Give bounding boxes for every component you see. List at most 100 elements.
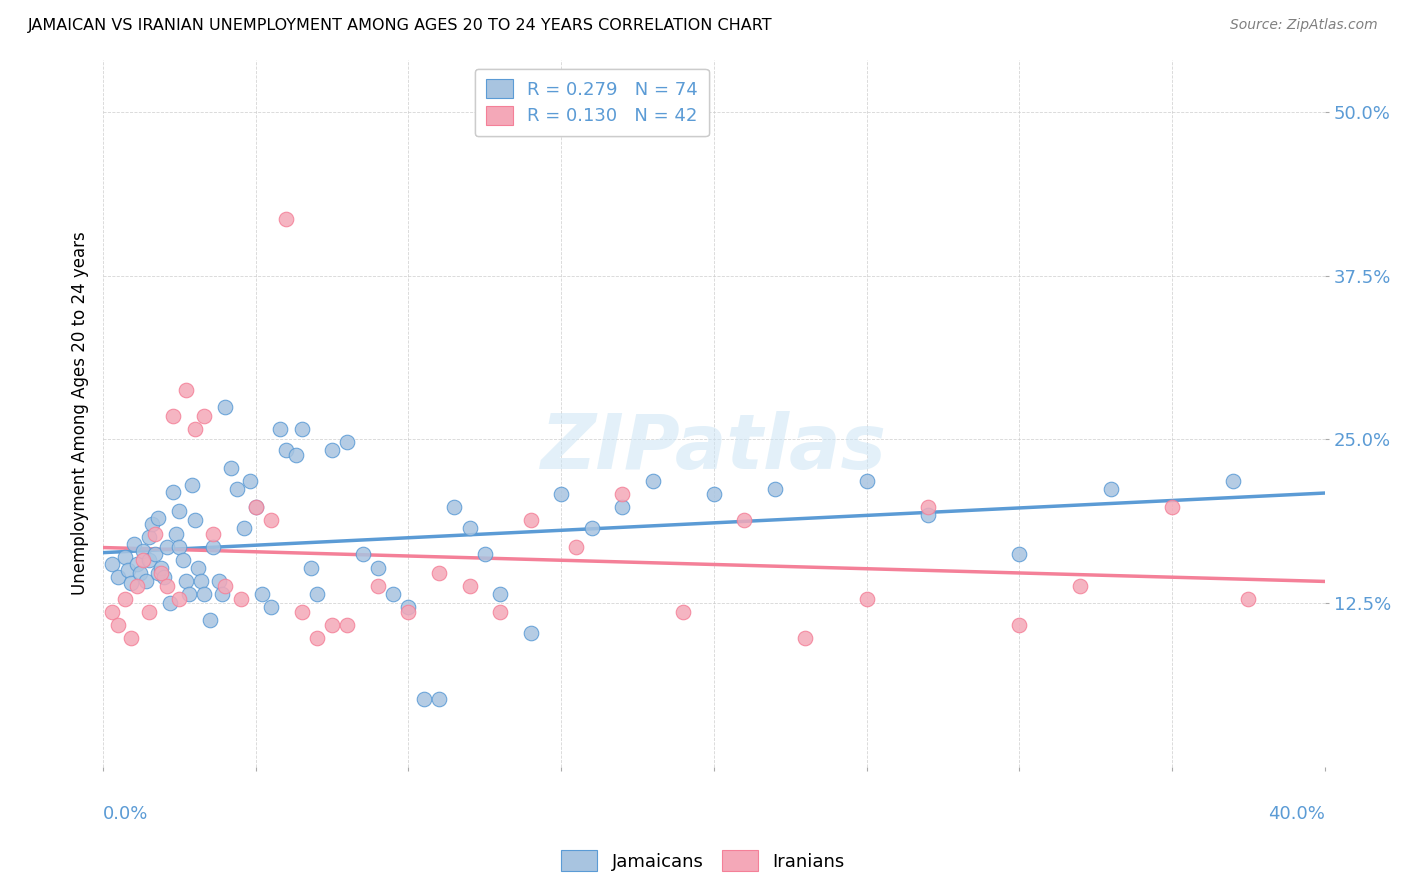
Point: [489, 587, 512, 601]
Point: [245, 500, 267, 515]
Point: [208, 574, 231, 588]
Point: [214, 400, 236, 414]
Point: [107, 618, 129, 632]
Point: [114, 550, 136, 565]
Point: [352, 548, 374, 562]
Point: [367, 560, 389, 574]
Point: [211, 587, 233, 601]
Y-axis label: Unemployment Among Ages 20 to 24 years: Unemployment Among Ages 20 to 24 years: [72, 231, 89, 595]
Point: [305, 632, 328, 646]
Point: [565, 540, 588, 554]
Point: [187, 560, 209, 574]
Point: [125, 557, 148, 571]
Point: [156, 579, 179, 593]
Point: [135, 574, 157, 588]
Point: [162, 409, 184, 423]
Point: [291, 422, 314, 436]
Text: JAMAICAN VS IRANIAN UNEMPLOYMENT AMONG AGES 20 TO 24 YEARS CORRELATION CHART: JAMAICAN VS IRANIAN UNEMPLOYMENT AMONG A…: [28, 18, 773, 33]
Point: [321, 618, 343, 632]
Legend: R = 0.279   N = 74, R = 0.130   N = 42: R = 0.279 N = 74, R = 0.130 N = 42: [475, 69, 709, 136]
Point: [917, 508, 939, 523]
Point: [125, 579, 148, 593]
Point: [427, 691, 450, 706]
Point: [276, 442, 298, 457]
Point: [260, 513, 283, 527]
Point: [165, 526, 187, 541]
Point: [239, 474, 262, 488]
Point: [1008, 548, 1031, 562]
Point: [198, 613, 221, 627]
Point: [132, 543, 155, 558]
Point: [107, 570, 129, 584]
Point: [260, 599, 283, 614]
Point: [169, 504, 191, 518]
Point: [703, 487, 725, 501]
Point: [146, 511, 169, 525]
Point: [1161, 500, 1184, 515]
Point: [321, 442, 343, 457]
Point: [117, 563, 139, 577]
Point: [367, 579, 389, 593]
Point: [519, 513, 541, 527]
Point: [193, 587, 215, 601]
Point: [1099, 482, 1122, 496]
Legend: Jamaicans, Iranians: Jamaicans, Iranians: [554, 843, 852, 879]
Point: [174, 383, 197, 397]
Point: [398, 605, 420, 619]
Point: [184, 422, 207, 436]
Point: [202, 540, 225, 554]
Point: [336, 434, 359, 449]
Point: [641, 474, 664, 488]
Point: [1008, 618, 1031, 632]
Point: [474, 548, 496, 562]
Point: [336, 618, 359, 632]
Point: [190, 574, 212, 588]
Point: [184, 513, 207, 527]
Point: [917, 500, 939, 515]
Point: [193, 409, 215, 423]
Point: [101, 557, 124, 571]
Point: [305, 587, 328, 601]
Point: [174, 574, 197, 588]
Point: [138, 531, 160, 545]
Point: [299, 560, 322, 574]
Point: [138, 605, 160, 619]
Point: [172, 553, 194, 567]
Point: [128, 566, 150, 580]
Point: [382, 587, 405, 601]
Point: [855, 592, 877, 607]
Point: [550, 487, 572, 501]
Point: [276, 212, 298, 227]
Point: [146, 566, 169, 580]
Point: [519, 626, 541, 640]
Text: 0.0%: 0.0%: [103, 805, 149, 823]
Point: [180, 478, 202, 492]
Point: [156, 540, 179, 554]
Point: [221, 461, 243, 475]
Point: [855, 474, 877, 488]
Point: [427, 566, 450, 580]
Point: [114, 592, 136, 607]
Point: [284, 448, 307, 462]
Point: [581, 521, 603, 535]
Point: [177, 587, 200, 601]
Text: Source: ZipAtlas.com: Source: ZipAtlas.com: [1230, 18, 1378, 32]
Point: [153, 570, 176, 584]
Point: [120, 576, 142, 591]
Point: [232, 521, 254, 535]
Point: [122, 537, 145, 551]
Point: [458, 579, 481, 593]
Point: [250, 587, 273, 601]
Point: [1237, 592, 1260, 607]
Text: 40.0%: 40.0%: [1268, 805, 1324, 823]
Point: [1069, 579, 1091, 593]
Point: [159, 596, 181, 610]
Point: [132, 553, 155, 567]
Point: [169, 592, 191, 607]
Point: [458, 521, 481, 535]
Point: [398, 599, 420, 614]
Point: [202, 526, 225, 541]
Point: [612, 487, 634, 501]
Point: [794, 632, 817, 646]
Point: [443, 500, 465, 515]
